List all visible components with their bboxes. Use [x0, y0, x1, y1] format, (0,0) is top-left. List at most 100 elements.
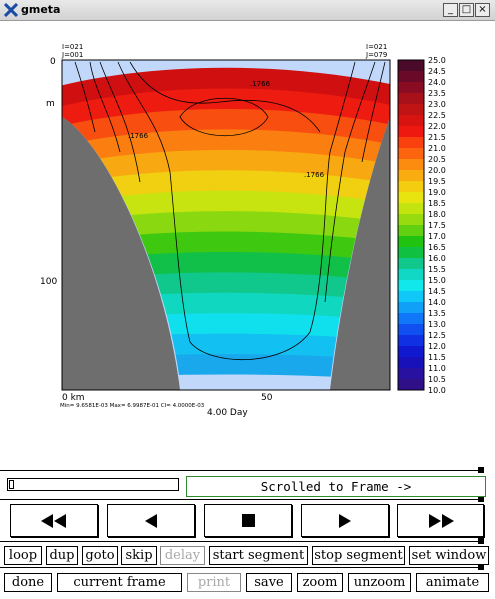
skip-button[interactable]: skip	[121, 546, 157, 565]
colorbar-label: 11.5	[428, 353, 446, 362]
colorbar-swatch	[398, 192, 424, 204]
colorbar	[398, 60, 424, 391]
colorbar-swatch	[398, 302, 424, 314]
colorbar-swatch	[398, 247, 424, 259]
colorbar-label: 14.0	[428, 298, 446, 307]
dup-button[interactable]: dup	[46, 546, 78, 565]
colorbar-swatch	[398, 60, 424, 72]
colorbar-label: 10.0	[428, 386, 446, 395]
colorbar-label: 25.0	[428, 56, 446, 65]
frame-slider-thumb[interactable]	[9, 480, 14, 489]
temperature-band	[62, 67, 390, 112]
colorbar-label: 17.0	[428, 232, 446, 241]
colorbar-swatch	[398, 71, 424, 83]
plot-canvas[interactable]: I=021 J=001 I=021 J=079 .1766 .1766 .176…	[0, 22, 495, 470]
temperature-band	[62, 108, 390, 151]
colorbar-swatch	[398, 324, 424, 336]
separator-1	[0, 470, 483, 471]
pane-handle-4[interactable]	[478, 564, 484, 570]
colorbar-label: 18.5	[428, 199, 446, 208]
colorbar-labels: 25.0 24.5 24.0 23.5 23.0 22.5 22.0 21.5 21.0 20.5…	[428, 56, 446, 395]
colorbar-swatch	[398, 346, 424, 358]
set-window-button[interactable]: set window	[409, 546, 489, 565]
temperature-band	[62, 149, 390, 189]
temperature-band	[62, 190, 390, 228]
colorbar-swatch	[398, 104, 424, 116]
plot-frame	[61, 59, 391, 391]
colorbar-label: 20.0	[428, 166, 446, 175]
app-x-icon	[4, 3, 18, 17]
colorbar-swatch	[398, 258, 424, 270]
colorbar-swatch	[398, 148, 424, 160]
colorbar-label: 19.5	[428, 177, 446, 186]
colorbar-label: 22.0	[428, 122, 446, 131]
start-segment-button[interactable]: start segment	[209, 546, 308, 565]
fast-rewind-button[interactable]	[10, 504, 98, 537]
pane-handle-3[interactable]	[478, 538, 484, 544]
save-button[interactable]: save	[246, 573, 292, 592]
colorbar-label: 16.0	[428, 254, 446, 263]
colorbar-label: 13.0	[428, 320, 446, 329]
temperature-band	[62, 129, 390, 170]
colorbar-swatch	[398, 93, 424, 105]
colorbar-label: 19.0	[428, 188, 446, 197]
colorbar-swatch	[398, 225, 424, 237]
x-axis-label-0: 0 km	[62, 393, 85, 403]
temperature-band	[62, 88, 390, 132]
colorbar-label: 23.5	[428, 89, 446, 98]
fast-rewind-icon	[41, 513, 66, 528]
maximize-button[interactable]: □	[459, 3, 474, 17]
stop-button[interactable]	[204, 504, 292, 537]
step-back-button[interactable]	[107, 504, 195, 537]
colorbar-label: 13.5	[428, 309, 446, 318]
colorbar-label: 12.5	[428, 331, 446, 340]
colorbar-swatch	[398, 126, 424, 138]
animate-button[interactable]: animate	[416, 573, 489, 592]
separator-4	[0, 567, 483, 568]
print-button[interactable]: print	[187, 573, 241, 592]
colorbar-swatch	[398, 313, 424, 325]
frame-slider[interactable]	[7, 478, 179, 491]
current-frame-button[interactable]: current frame	[57, 573, 182, 592]
colorbar-label: 10.5	[428, 375, 446, 384]
delay-button[interactable]: delay	[160, 546, 205, 565]
colorbar-frame	[397, 59, 425, 391]
stop-segment-button[interactable]: stop segment	[312, 546, 405, 565]
window-title: gmeta	[21, 3, 61, 16]
pane-handle-1[interactable]	[478, 467, 484, 473]
colorbar-swatch	[398, 236, 424, 248]
done-button[interactable]: done	[4, 573, 52, 592]
colorbar-swatch	[398, 137, 424, 149]
colorbar-label: 21.5	[428, 133, 446, 142]
colorbar-swatch	[398, 379, 424, 391]
zoom-button[interactable]: zoom	[297, 573, 343, 592]
goto-button[interactable]: goto	[82, 546, 118, 565]
x-axis-label-50: 50	[261, 393, 273, 403]
colorbar-label: 14.5	[428, 287, 446, 296]
separator-2	[0, 499, 483, 500]
colorbar-swatch	[398, 170, 424, 182]
y-axis-unit: m	[46, 99, 55, 109]
play-icon	[339, 513, 351, 528]
colorbar-label: 16.5	[428, 243, 446, 252]
close-button[interactable]: ×	[475, 3, 490, 17]
pane-handle-2[interactable]	[478, 496, 484, 502]
loop-button[interactable]: loop	[4, 546, 42, 565]
corner-label-left-2: J=001	[61, 51, 83, 59]
unzoom-button[interactable]: unzoom	[348, 573, 411, 592]
temperature-band	[62, 169, 390, 209]
fast-forward-button[interactable]	[397, 504, 484, 537]
play-button[interactable]	[301, 504, 389, 537]
colorbar-swatch	[398, 115, 424, 127]
colorbar-label: 22.5	[428, 111, 446, 120]
colorbar-label: 21.0	[428, 144, 446, 153]
contour-lines	[74, 61, 386, 361]
separator-3	[0, 541, 483, 542]
step-back-icon	[145, 513, 157, 528]
minimize-button[interactable]: _	[443, 3, 458, 17]
colorbar-label: 18.0	[428, 210, 446, 219]
title-bar: gmeta _ □ ×	[0, 0, 495, 21]
time-label: 4.00 Day	[207, 408, 248, 418]
colorbar-label: 17.5	[428, 221, 446, 230]
colorbar-label: 24.0	[428, 78, 446, 87]
